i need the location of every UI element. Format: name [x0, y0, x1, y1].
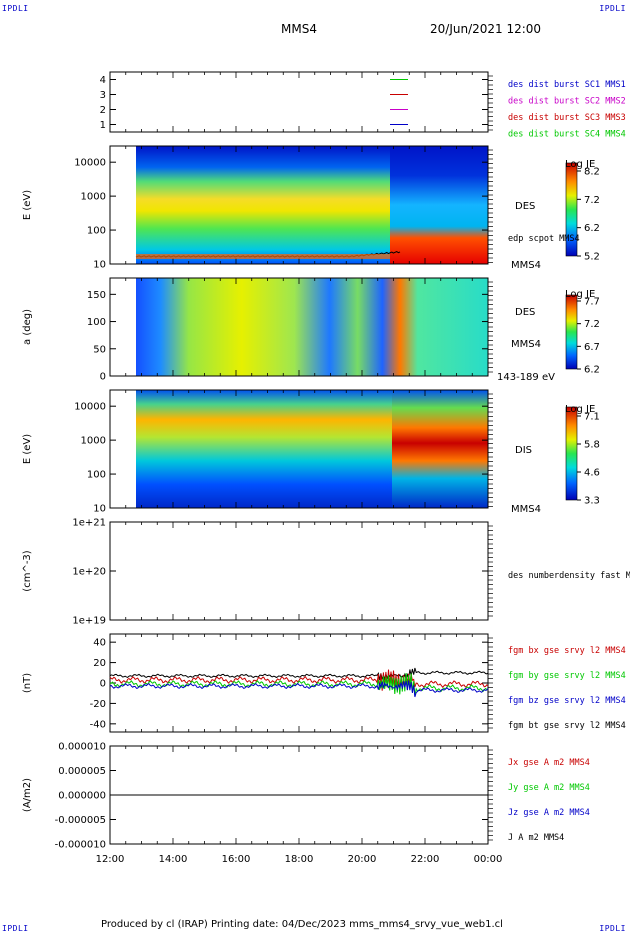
x-tick-label: 00:00 — [474, 854, 503, 865]
des-pitch-colorbar — [565, 294, 578, 370]
y-tick-label: 1000 — [81, 436, 106, 447]
fgm-by-trace — [109, 672, 489, 697]
y-tick-label: 150 — [87, 290, 106, 301]
spacecraft-label: MMS4 — [511, 339, 541, 350]
energy-range-label: 143-189 eV — [497, 372, 555, 383]
legend-entry: des dist burst SC4 MMS4 — [508, 130, 626, 140]
des-energy-colorbar — [565, 162, 578, 257]
legend-entry: fgm bx gse srvy l2 MMS4 — [508, 646, 626, 656]
y-tick-label: 3 — [100, 90, 106, 101]
x-tick-label: 14:00 — [159, 854, 188, 865]
availability-panel — [109, 71, 489, 133]
fgm-bz-trace — [109, 680, 489, 698]
x-tick-label: 18:00 — [285, 854, 314, 865]
datetime-title: 20/Jun/2021 12:00 — [430, 22, 542, 36]
corner-label-tr: IPDLI — [599, 4, 626, 13]
y-axis-label: E (eV) — [22, 190, 33, 220]
colorbar-tick-label: 7.1 — [584, 412, 600, 423]
y-axis-label: (A/m2) — [22, 778, 33, 812]
dis-energy-spectrogram — [109, 389, 489, 509]
x-tick-label: 12:00 — [96, 854, 125, 865]
legend-entry: des numberdensity fast M — [508, 571, 630, 581]
y-tick-label: 4 — [100, 75, 106, 86]
spacecraft-label: MMS4 — [511, 260, 541, 271]
y-axis-label: E (eV) — [22, 434, 33, 464]
colorbar-tick-label: 7.7 — [584, 297, 600, 308]
y-tick-label: 0.000000 — [58, 791, 106, 802]
y-tick-label: 0 — [100, 372, 106, 383]
colorbar-title: Log JE — [565, 404, 595, 415]
legend-entry: fgm bt gse srvy l2 MMS4 — [508, 721, 626, 731]
y-tick-label: 50 — [93, 344, 106, 355]
y-tick-label: -20 — [90, 699, 106, 710]
legend-entry: des dist burst SC1 MMS1 — [508, 80, 626, 90]
colorbar-title: Log JE — [565, 159, 595, 170]
corner-label-tl: IPDLI — [2, 4, 29, 13]
colorbar-tick-label: 6.7 — [584, 342, 600, 353]
y-tick-label: -0.000010 — [55, 840, 106, 851]
legend-entry: fgm bz gse srvy l2 MMS4 — [508, 696, 626, 706]
y-tick-label: 1e+19 — [72, 616, 106, 627]
legend-entry: Jz gse A m2 MMS4 — [508, 808, 590, 818]
y-tick-label: 1e+21 — [72, 518, 106, 529]
instrument-label: DES — [515, 307, 535, 318]
legend-entry: Jy gse A m2 MMS4 — [508, 783, 590, 793]
legend-entry: Jx gse A m2 MMS4 — [508, 758, 590, 768]
density-panel — [109, 521, 489, 621]
corner-label-bl: IPDLI — [2, 924, 29, 933]
y-tick-label: 100 — [87, 317, 106, 328]
des-energy-spectrogram — [109, 145, 489, 265]
colorbar-tick-label: 7.2 — [584, 319, 600, 330]
y-tick-label: 0.000010 — [58, 742, 106, 753]
y-tick-label: 100 — [87, 470, 106, 481]
colorbar-tick-label: 5.2 — [584, 252, 600, 263]
corner-label-br: IPDLI — [599, 924, 626, 933]
y-tick-label: 1000 — [81, 192, 106, 203]
colorbar-tick-label: 6.2 — [584, 223, 600, 234]
colorbar-title: Log JE — [565, 289, 595, 300]
instrument-label: DES — [515, 201, 535, 212]
overlay-label: edp scpot MMS4 — [508, 234, 580, 244]
y-tick-label: 2 — [100, 105, 106, 116]
legend-entry: des dist burst SC2 MMS2 — [508, 97, 626, 107]
colorbar-tick-label: 3.3 — [584, 496, 600, 507]
y-tick-label: 1 — [100, 120, 106, 131]
y-tick-label: 10 — [93, 504, 106, 515]
y-tick-label: -40 — [90, 719, 106, 730]
fgm-panel — [109, 633, 489, 733]
y-tick-label: -0.000005 — [55, 815, 106, 826]
y-tick-label: 40 — [93, 638, 106, 649]
spacecraft-title: MMS4 — [281, 22, 317, 36]
colorbar-tick-label: 4.6 — [584, 468, 600, 479]
low-energy-band — [136, 254, 390, 259]
y-axis-label: a (deg) — [22, 309, 33, 345]
y-tick-label: 0.000005 — [58, 766, 106, 777]
x-tick-label: 16:00 — [222, 854, 251, 865]
x-tick-label: 20:00 — [348, 854, 377, 865]
legend-entry: des dist burst SC3 MMS3 — [508, 113, 626, 123]
spacecraft-label: MMS4 — [511, 504, 541, 515]
y-tick-label: 10000 — [74, 158, 106, 169]
x-tick-label: 22:00 — [411, 854, 440, 865]
legend-entry: J A m2 MMS4 — [508, 833, 564, 843]
y-axis-label: (cm^-3) — [22, 550, 33, 591]
y-tick-label: 10 — [93, 260, 106, 271]
y-tick-label: 20 — [93, 658, 106, 669]
y-tick-label: 0 — [100, 679, 106, 690]
footer-credits: Produced by cl (IRAP) Printing date: 04/… — [101, 919, 503, 930]
fgm-bt-trace — [109, 667, 489, 681]
colorbar-tick-label: 8.2 — [584, 167, 600, 178]
colorbar-tick-label: 6.2 — [584, 365, 600, 376]
dis-energy-colorbar — [565, 406, 578, 501]
y-tick-label: 100 — [87, 226, 106, 237]
y-axis-label: (nT) — [22, 673, 33, 693]
y-tick-label: 1e+20 — [72, 567, 106, 578]
y-tick-label: 10000 — [74, 402, 106, 413]
colorbar-tick-label: 5.8 — [584, 440, 600, 451]
instrument-label: DIS — [515, 445, 532, 456]
des-pitch-spectrogram — [109, 277, 489, 377]
legend-entry: fgm by gse srvy l2 MMS4 — [508, 671, 626, 681]
colorbar-tick-label: 7.2 — [584, 195, 600, 206]
